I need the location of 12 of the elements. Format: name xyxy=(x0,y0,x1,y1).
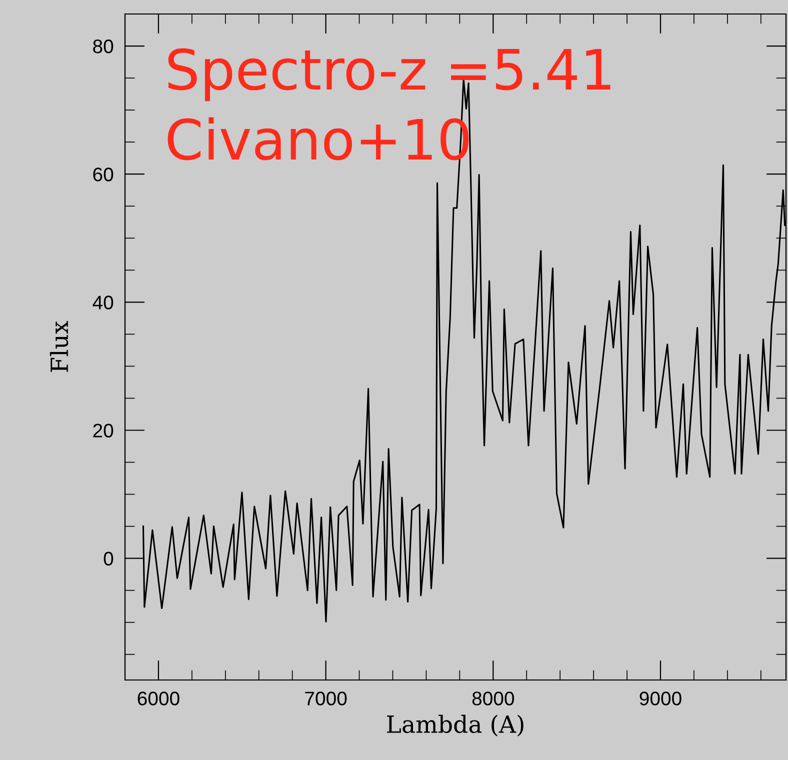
x-tick-label: 9000 xyxy=(640,692,682,706)
y-tick-label: 40 xyxy=(92,296,114,310)
y-axis-title: Flux xyxy=(50,321,68,372)
x-tick-label: 7000 xyxy=(305,692,347,706)
y-tick-label: 20 xyxy=(93,424,114,438)
x-tick-label: 6000 xyxy=(138,692,180,706)
y-tick-label: 0 xyxy=(104,552,114,566)
y-tick-label: 60 xyxy=(93,168,114,182)
y-tick-label: 80 xyxy=(93,39,114,54)
x-tick-label: 8000 xyxy=(472,692,514,706)
annotation: Spectro-z =5.41 xyxy=(168,48,610,102)
x-axis-title: Lambda (A) xyxy=(387,714,524,736)
